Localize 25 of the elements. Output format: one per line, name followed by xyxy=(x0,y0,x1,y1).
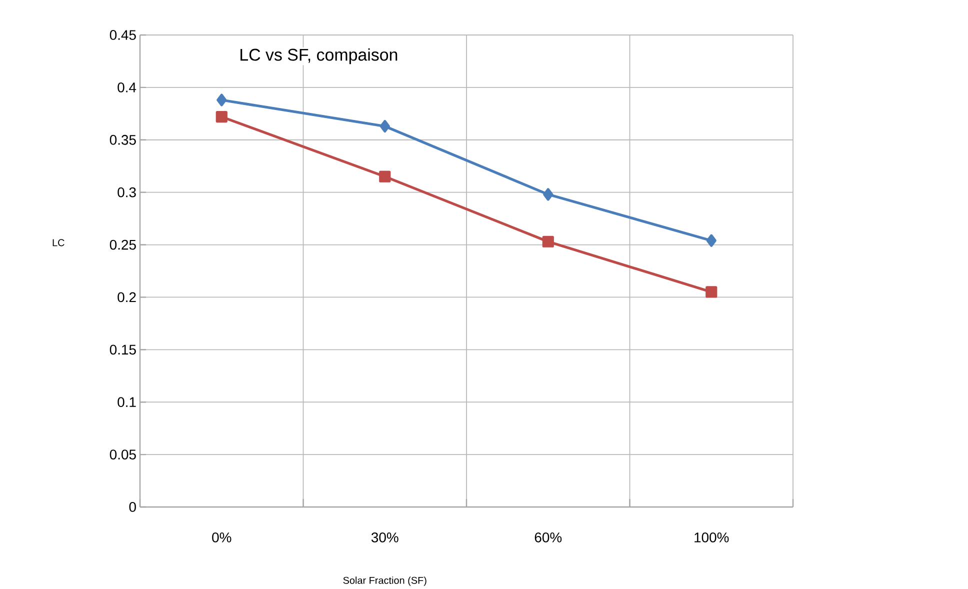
x-tick-label: 0% xyxy=(212,532,232,542)
y-tick-label: 0.4 xyxy=(118,82,136,92)
x-axis-title: Solar Fraction (SF) xyxy=(343,576,426,586)
point xyxy=(543,188,554,201)
text: LC vs SF, compaison xyxy=(240,48,398,64)
point xyxy=(706,234,716,247)
point xyxy=(706,286,718,298)
y-tick-label: 0.1 xyxy=(118,397,136,408)
y-axis-title: LC xyxy=(52,239,64,246)
y-tick-label: 0.2 xyxy=(118,292,136,302)
y-tick-label: 0.05 xyxy=(110,450,136,460)
x-tick-label: 60% xyxy=(534,532,562,542)
y-tick-label: 0.25 xyxy=(110,240,136,250)
y-tick-label: 0.3 xyxy=(118,187,136,198)
y-tick-label: 0 xyxy=(129,502,136,512)
y-tick-label: 0.45 xyxy=(110,30,136,40)
y-tick-label: 0.15 xyxy=(110,344,136,355)
point xyxy=(216,94,227,106)
point xyxy=(380,120,390,133)
x-tick-label: 100% xyxy=(694,532,729,542)
point xyxy=(542,236,554,248)
point xyxy=(379,170,391,182)
y-tick-label: 0.35 xyxy=(110,134,136,145)
point xyxy=(216,111,228,123)
x-tick-label: 30% xyxy=(371,532,398,542)
